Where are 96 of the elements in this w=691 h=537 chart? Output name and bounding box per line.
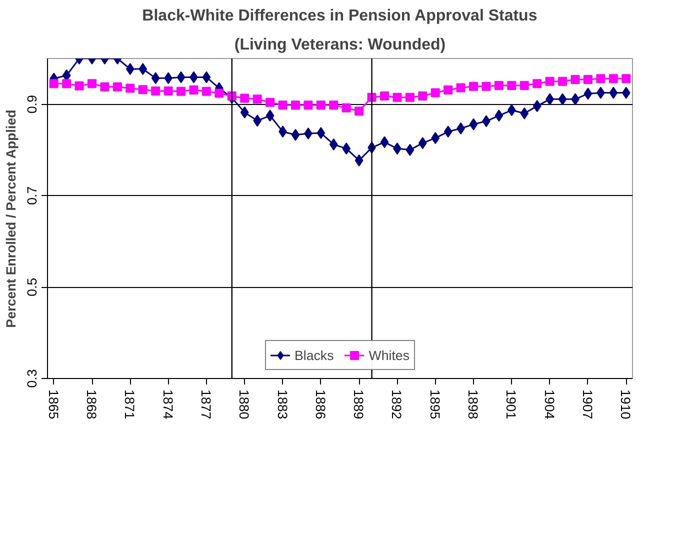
point [558, 76, 568, 86]
point [406, 144, 414, 156]
point [62, 79, 72, 88]
point [418, 91, 428, 100]
point [240, 94, 250, 103]
legend-label: Whites [368, 348, 410, 362]
x-tick-label: 1883 [274, 390, 290, 420]
point [596, 74, 606, 84]
point [469, 118, 478, 130]
point [329, 138, 338, 150]
point [74, 81, 84, 90]
point [202, 86, 211, 96]
point [342, 142, 351, 155]
point [494, 110, 504, 122]
x-tick-label: 1907 [580, 390, 595, 420]
point [151, 72, 160, 84]
point [266, 110, 274, 122]
point [583, 75, 592, 84]
y-tick-label: 0.7 [24, 186, 40, 205]
point [240, 106, 249, 118]
x-tick-label: 1910 [618, 390, 634, 420]
x-tick-label: 1871 [122, 390, 138, 420]
x-tick-label: 1886 [312, 390, 328, 420]
y-tick-label: 0.5 [24, 278, 40, 296]
point [252, 94, 262, 104]
point [622, 74, 631, 84]
point [151, 86, 160, 96]
legend-label: Blacks [294, 348, 334, 362]
point [112, 82, 122, 92]
point [380, 136, 389, 148]
point [532, 100, 542, 112]
point [278, 100, 288, 110]
point [266, 98, 275, 107]
point [482, 82, 491, 91]
point [316, 127, 326, 140]
point [354, 106, 364, 116]
point [164, 86, 173, 96]
chart-title: Black-White Differences in Pension Approval Status [142, 8, 538, 24]
point [354, 154, 364, 166]
point [520, 80, 529, 90]
point [176, 86, 186, 96]
point [507, 80, 516, 90]
y-tick-label: 0.3 [24, 369, 40, 388]
chart-subtitle: (Living Veterans: Wounded) [234, 36, 446, 54]
point [570, 75, 580, 84]
point [520, 107, 529, 120]
point [622, 86, 630, 99]
point [608, 74, 618, 84]
point [189, 86, 198, 95]
point [546, 93, 554, 106]
point [100, 82, 110, 92]
point [253, 114, 262, 127]
point [138, 85, 148, 94]
x-tick-label: 1904 [542, 390, 557, 420]
point [609, 86, 618, 99]
point [418, 137, 427, 150]
point [456, 83, 466, 92]
point [329, 100, 338, 110]
x-tick-label: 1889 [351, 390, 366, 420]
x-tick-label: 1880 [236, 390, 252, 420]
x-tick-label: 1874 [160, 390, 176, 420]
point [405, 92, 414, 102]
point [584, 88, 592, 100]
x-tick-label: 1865 [46, 390, 61, 420]
point [291, 128, 300, 141]
point [558, 93, 567, 106]
y-tick-label: 0.9 [24, 94, 40, 114]
point [431, 132, 440, 144]
point [380, 91, 390, 100]
x-tick-label: 1895 [427, 390, 442, 420]
point [126, 63, 134, 76]
point [342, 103, 351, 112]
point [316, 100, 326, 110]
point [444, 86, 453, 95]
point [494, 80, 504, 90]
point [444, 126, 452, 138]
point [176, 71, 186, 84]
point [126, 84, 135, 93]
point [532, 79, 542, 88]
point [214, 88, 224, 98]
point [49, 79, 58, 88]
point [430, 88, 440, 98]
point [290, 100, 300, 110]
point [202, 71, 211, 84]
point [392, 92, 402, 102]
point [469, 82, 478, 91]
x-tick-label: 1892 [389, 390, 404, 420]
point [138, 63, 148, 76]
y-axis-title: Percent Enrolled / Percent Applied [4, 110, 18, 328]
point [545, 76, 554, 86]
x-tick-label: 1898 [466, 390, 481, 420]
x-tick-label: 1877 [198, 390, 214, 420]
x-tick-label: 1901 [504, 390, 519, 420]
point [304, 100, 313, 110]
point [88, 79, 97, 88]
x-tick-label: 1868 [84, 390, 100, 420]
